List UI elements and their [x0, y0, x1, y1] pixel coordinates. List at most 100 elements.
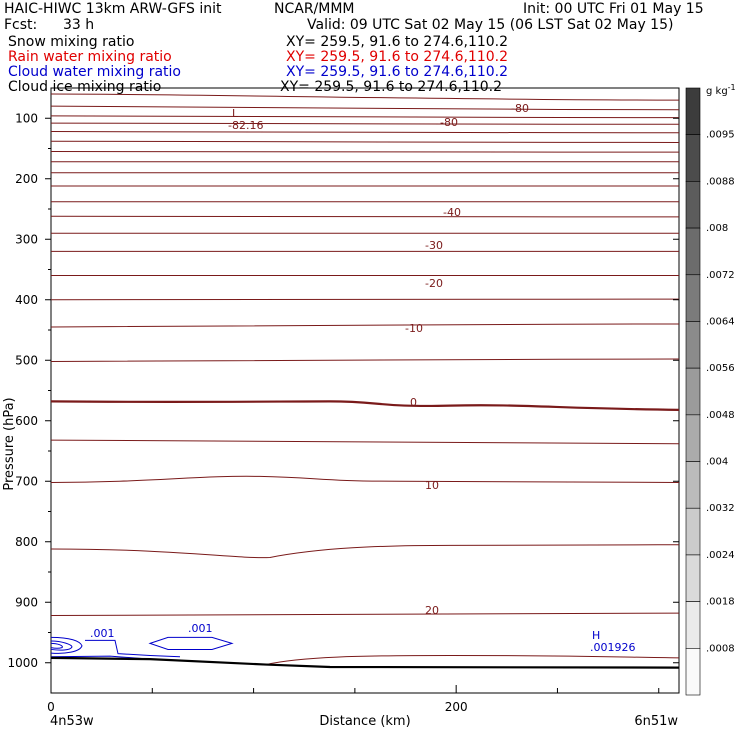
colorbar-segment [685, 461, 701, 509]
y-tick-label: 100 [15, 111, 38, 125]
field-xy-cloudwater: XY= 259.5, 91.6 to 274.6,110.2 [286, 64, 509, 80]
contour-label-m40: -40 [443, 206, 461, 219]
org-label: NCAR/MMM [274, 1, 355, 17]
colorbar-tick-label: .0032 [706, 503, 735, 514]
fcst-value: 33 h [63, 17, 95, 33]
x-endpoint-right: 6n51w [634, 714, 678, 729]
high-value: .001926 [590, 641, 636, 654]
field-name-cloudwater: Cloud water mixing ratio [8, 64, 181, 80]
colorbar-segment [685, 87, 701, 135]
colorbar-segment [685, 648, 701, 696]
colorbar-tick-label: .0095 [706, 130, 735, 141]
temperature-contour [50, 115, 680, 119]
temperature-contour [50, 151, 680, 153]
colorbar-segment [685, 321, 701, 369]
colorbar-segment [685, 507, 701, 556]
temperature-contour [265, 654, 680, 666]
high-marker: H [592, 629, 600, 642]
colorbar-tick-label: .0064 [706, 316, 735, 327]
x-tick-label: 0 [47, 700, 55, 714]
contour-label-m80a: -80 [511, 102, 529, 115]
colorbar-segment [685, 414, 701, 462]
temperature-contour [50, 612, 680, 617]
colorbar-tick-label: .0072 [706, 270, 735, 281]
cloudwater-label-right: .001 [188, 622, 213, 635]
temperature-contour [50, 475, 680, 483]
contour-label-m80b: -80 [440, 116, 458, 129]
colorbar-segment [685, 554, 701, 602]
temperature-contour [50, 544, 680, 559]
field-xy-cloudice: XY= 259.5, 91.6 to 274.6,110.2 [280, 79, 503, 95]
field-name-cloudice: Cloud ice mixing ratio [8, 79, 162, 95]
y-tick-label: 900 [15, 595, 38, 609]
y-tick-label: 300 [15, 232, 38, 246]
y-tick-label: 800 [15, 535, 38, 549]
temperature-contours [50, 93, 680, 666]
colorbar: .0095 .0088 .008 .0072 .0064 .0056 .0048 .004 .0… [685, 87, 735, 696]
colorbar-tick-label: .004 [706, 457, 728, 468]
colorbar-segment [685, 274, 701, 322]
colorbar-segment [685, 134, 701, 182]
contour-label-20: 20 [425, 604, 439, 617]
colorbar-tick-label: .0056 [706, 363, 735, 374]
y-tick-label: 1000 [7, 656, 38, 670]
init-time: Init: 00 UTC Fri 01 May 15 [523, 1, 704, 17]
x-axis-ticks: 0 200 [47, 685, 660, 714]
cloud-water-contour [50, 640, 73, 651]
y-tick-label: 200 [15, 172, 38, 186]
contour-label-0: 0 [410, 396, 417, 409]
field-name-rain: Rain water mixing ratio [8, 49, 172, 65]
temperature-contour [50, 298, 680, 301]
terrain-line [50, 656, 680, 669]
temperature-contour [50, 93, 680, 101]
colorbar-tick-label: .0088 [706, 176, 735, 187]
temperature-contour [50, 131, 680, 134]
temperature-contour [50, 105, 680, 111]
model-title: HAIC-HIWC 13km ARW-GFS init [4, 1, 222, 17]
y-tick-label: 400 [15, 293, 38, 307]
cloud-water-contour [85, 639, 181, 658]
temperature-contour [50, 439, 680, 445]
cloud-water-contour [50, 642, 63, 649]
y-axis-label: Pressure (hPa) [2, 397, 17, 490]
field-xy-snow: XY= 259.5, 91.6 to 274.6,110.2 [286, 34, 509, 50]
temperature-contour [50, 323, 680, 328]
colorbar-segment [685, 181, 701, 229]
y-tick-label: 600 [15, 414, 38, 428]
x-axis-label: Distance (km) [319, 714, 410, 729]
colorbar-tick-label: .0008 [706, 643, 735, 654]
temperature-contour [50, 215, 680, 218]
fcst-label: Fcst: [4, 17, 38, 33]
field-xy-rain: XY= 259.5, 91.6 to 274.6,110.2 [286, 49, 509, 65]
x-tick-label: 200 [445, 700, 468, 714]
colorbar-tick-label: .008 [706, 223, 728, 234]
y-tick-label: 500 [15, 353, 38, 367]
cloud-water-contours [50, 636, 234, 663]
contour-label-10: 10 [425, 479, 439, 492]
cloud-water-contour [50, 636, 83, 654]
colorbar-units: g kg-1 [706, 83, 736, 97]
cloudwater-label-left: .001 [90, 627, 115, 640]
terrain-line [50, 656, 680, 669]
y-tick-label: 700 [15, 474, 38, 488]
x-endpoint-left: 4n53w [50, 714, 94, 729]
colorbar-tick-label: .0048 [706, 410, 735, 421]
contour-label-m10: -10 [405, 322, 423, 335]
contour-label-m30: -30 [425, 239, 443, 252]
colorbar-segment [685, 601, 701, 649]
freezing-level-contour [50, 400, 680, 411]
contour-label-m20: -20 [425, 277, 443, 290]
plot-frame [50, 87, 680, 694]
low-value: -82.16 [228, 119, 263, 132]
colorbar-tick-label: .0024 [706, 550, 735, 561]
valid-time: Valid: 09 UTC Sat 02 May 15 (06 LST Sat … [307, 17, 674, 33]
field-name-snow: Snow mixing ratio [8, 34, 135, 50]
temperature-contour [50, 122, 680, 125]
colorbar-segment [685, 367, 701, 416]
colorbar-tick-label: .0018 [706, 597, 735, 608]
temperature-contour [50, 140, 680, 143]
cloud-water-contour [148, 636, 234, 650]
low-marker: L [232, 107, 239, 120]
